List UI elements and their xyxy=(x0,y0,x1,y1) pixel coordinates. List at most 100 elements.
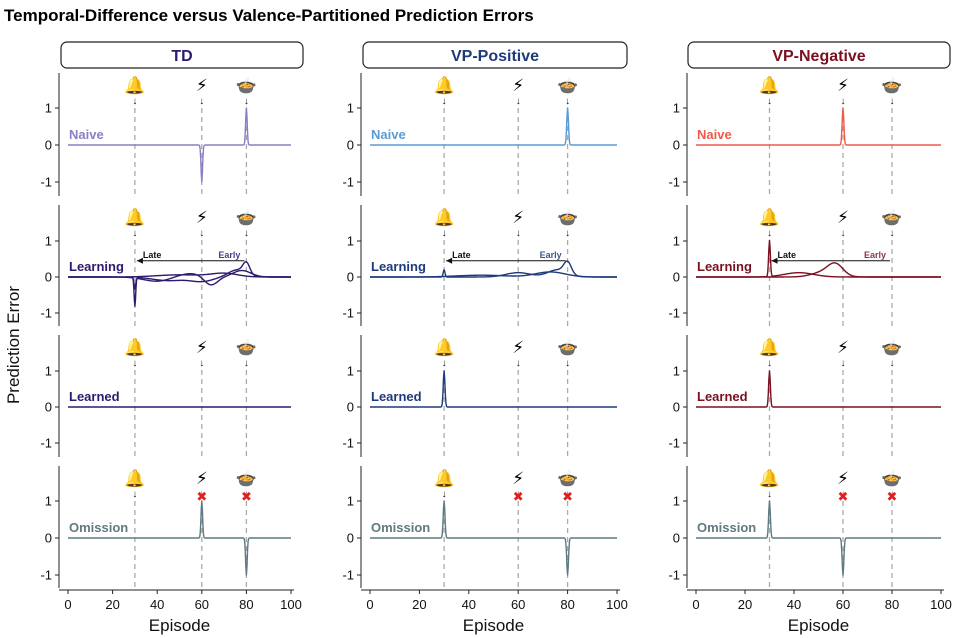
down-arrow-icon: ↓ xyxy=(841,358,846,369)
panel-learned-td: 10-1🔔↓⚡↓🍲↓Learned xyxy=(40,335,292,457)
prediction-error-line xyxy=(369,370,618,408)
y-tick-label: -1 xyxy=(342,568,354,583)
x-tick-label: 80 xyxy=(560,597,574,612)
bell-icon: 🔔 xyxy=(759,338,780,358)
down-arrow-icon: ↓ xyxy=(244,96,249,107)
y-tick-label: -1 xyxy=(668,436,680,451)
late-label: Late xyxy=(778,250,797,260)
prediction-error-line xyxy=(67,107,292,183)
y-tick-label: 0 xyxy=(673,531,680,546)
bell-icon: 🔔 xyxy=(434,76,455,96)
prediction-error-line xyxy=(369,271,618,278)
y-tick-label: 0 xyxy=(347,400,354,415)
x-tick-label: 0 xyxy=(366,597,373,612)
x-tick-label: 80 xyxy=(239,597,253,612)
down-arrow-icon: ↓ xyxy=(244,228,249,239)
lightning-icon: ⚡ xyxy=(196,208,208,228)
y-tick-label: 0 xyxy=(45,400,52,415)
lightning-icon: ⚡ xyxy=(512,208,524,228)
prediction-error-line xyxy=(67,272,292,278)
arrowhead-icon xyxy=(446,257,453,264)
panel-omission-vp-positive: 10-1🔔↓⚡↓✖🍲↓✖Omission xyxy=(342,466,618,588)
down-arrow-icon: ↓ xyxy=(132,489,137,500)
x-axis-label: Episode xyxy=(788,616,849,635)
omission-cross-icon: ✖ xyxy=(513,489,524,504)
y-tick-label: 0 xyxy=(45,531,52,546)
x-axis-vp-negative: 0 20 40 60 80 100 Episode xyxy=(687,589,952,635)
y-tick-label: 1 xyxy=(45,364,52,379)
x-tick-label: 60 xyxy=(195,597,209,612)
column-header-vp-positive: VP-Positive xyxy=(362,41,628,69)
y-tick-label: -1 xyxy=(342,436,354,451)
late-label: Late xyxy=(452,250,471,260)
down-arrow-icon: ↓ xyxy=(565,358,570,369)
omission-cross-icon: ✖ xyxy=(887,489,898,504)
prediction-error-line xyxy=(695,500,942,576)
x-tick-label: 0 xyxy=(692,597,699,612)
down-arrow-icon: ↓ xyxy=(890,358,895,369)
lightning-icon: ⚡ xyxy=(837,208,849,228)
y-axis-label: Prediction Error xyxy=(4,286,23,404)
bell-icon: 🔔 xyxy=(124,469,145,489)
food-bowl-icon: 🍲 xyxy=(881,76,902,96)
lightning-icon: ⚡ xyxy=(512,76,524,96)
y-tick-label: 0 xyxy=(673,138,680,153)
food-bowl-icon: 🍲 xyxy=(557,208,578,228)
x-tick-label: 60 xyxy=(511,597,525,612)
prediction-error-line xyxy=(369,107,618,146)
lightning-icon: ⚡ xyxy=(837,469,849,489)
food-bowl-icon: 🍲 xyxy=(236,338,257,358)
row-label: Learned xyxy=(371,389,422,404)
x-axis-td: 0 20 40 60 80 100 Episode xyxy=(59,589,302,635)
down-arrow-icon: ↓ xyxy=(516,489,521,500)
lightning-icon: ⚡ xyxy=(512,338,524,358)
down-arrow-icon: ↓ xyxy=(767,228,772,239)
y-tick-label: 1 xyxy=(347,364,354,379)
down-arrow-icon: ↓ xyxy=(565,489,570,500)
food-bowl-icon: 🍲 xyxy=(236,208,257,228)
early-label: Early xyxy=(864,250,886,260)
column-header-vp-negative: VP-Negative xyxy=(687,41,951,69)
down-arrow-icon: ↓ xyxy=(199,358,204,369)
prediction-error-line xyxy=(67,500,292,576)
lightning-icon: ⚡ xyxy=(837,338,849,358)
late-label: Late xyxy=(143,250,162,260)
panel-learned-vp-negative: 10-1🔔↓⚡↓🍲↓Learned xyxy=(668,335,942,457)
down-arrow-icon: ↓ xyxy=(841,489,846,500)
y-tick-label: 0 xyxy=(45,138,52,153)
down-arrow-icon: ↓ xyxy=(199,489,204,500)
bell-icon: 🔔 xyxy=(759,208,780,228)
y-tick-label: 0 xyxy=(347,531,354,546)
column-header-td: TD xyxy=(60,41,304,69)
down-arrow-icon: ↓ xyxy=(890,96,895,107)
down-arrow-icon: ↓ xyxy=(841,96,846,107)
down-arrow-icon: ↓ xyxy=(442,228,447,239)
y-tick-label: 1 xyxy=(347,101,354,116)
down-arrow-icon: ↓ xyxy=(442,489,447,500)
y-tick-label: -1 xyxy=(40,175,52,190)
down-arrow-icon: ↓ xyxy=(767,358,772,369)
bell-icon: 🔔 xyxy=(434,208,455,228)
y-tick-label: 0 xyxy=(347,138,354,153)
down-arrow-icon: ↓ xyxy=(890,228,895,239)
down-arrow-icon: ↓ xyxy=(132,228,137,239)
x-tick-label: 20 xyxy=(105,597,119,612)
food-bowl-icon: 🍲 xyxy=(557,469,578,489)
y-tick-label: -1 xyxy=(342,306,354,321)
column-header-box xyxy=(687,41,951,69)
bell-icon: 🔔 xyxy=(124,208,145,228)
row-label: Learned xyxy=(697,389,748,404)
y-tick-label: -1 xyxy=(40,436,52,451)
prediction-error-line xyxy=(695,370,942,408)
down-arrow-icon: ↓ xyxy=(516,358,521,369)
omission-cross-icon: ✖ xyxy=(196,489,207,504)
omission-cross-icon: ✖ xyxy=(241,489,252,504)
x-axis-vp-positive: 0 20 40 60 80 100 Episode xyxy=(361,589,628,635)
y-tick-label: 1 xyxy=(673,234,680,249)
row-label: Naive xyxy=(697,127,732,142)
food-bowl-icon: 🍲 xyxy=(881,208,902,228)
arrowhead-icon xyxy=(771,257,778,264)
